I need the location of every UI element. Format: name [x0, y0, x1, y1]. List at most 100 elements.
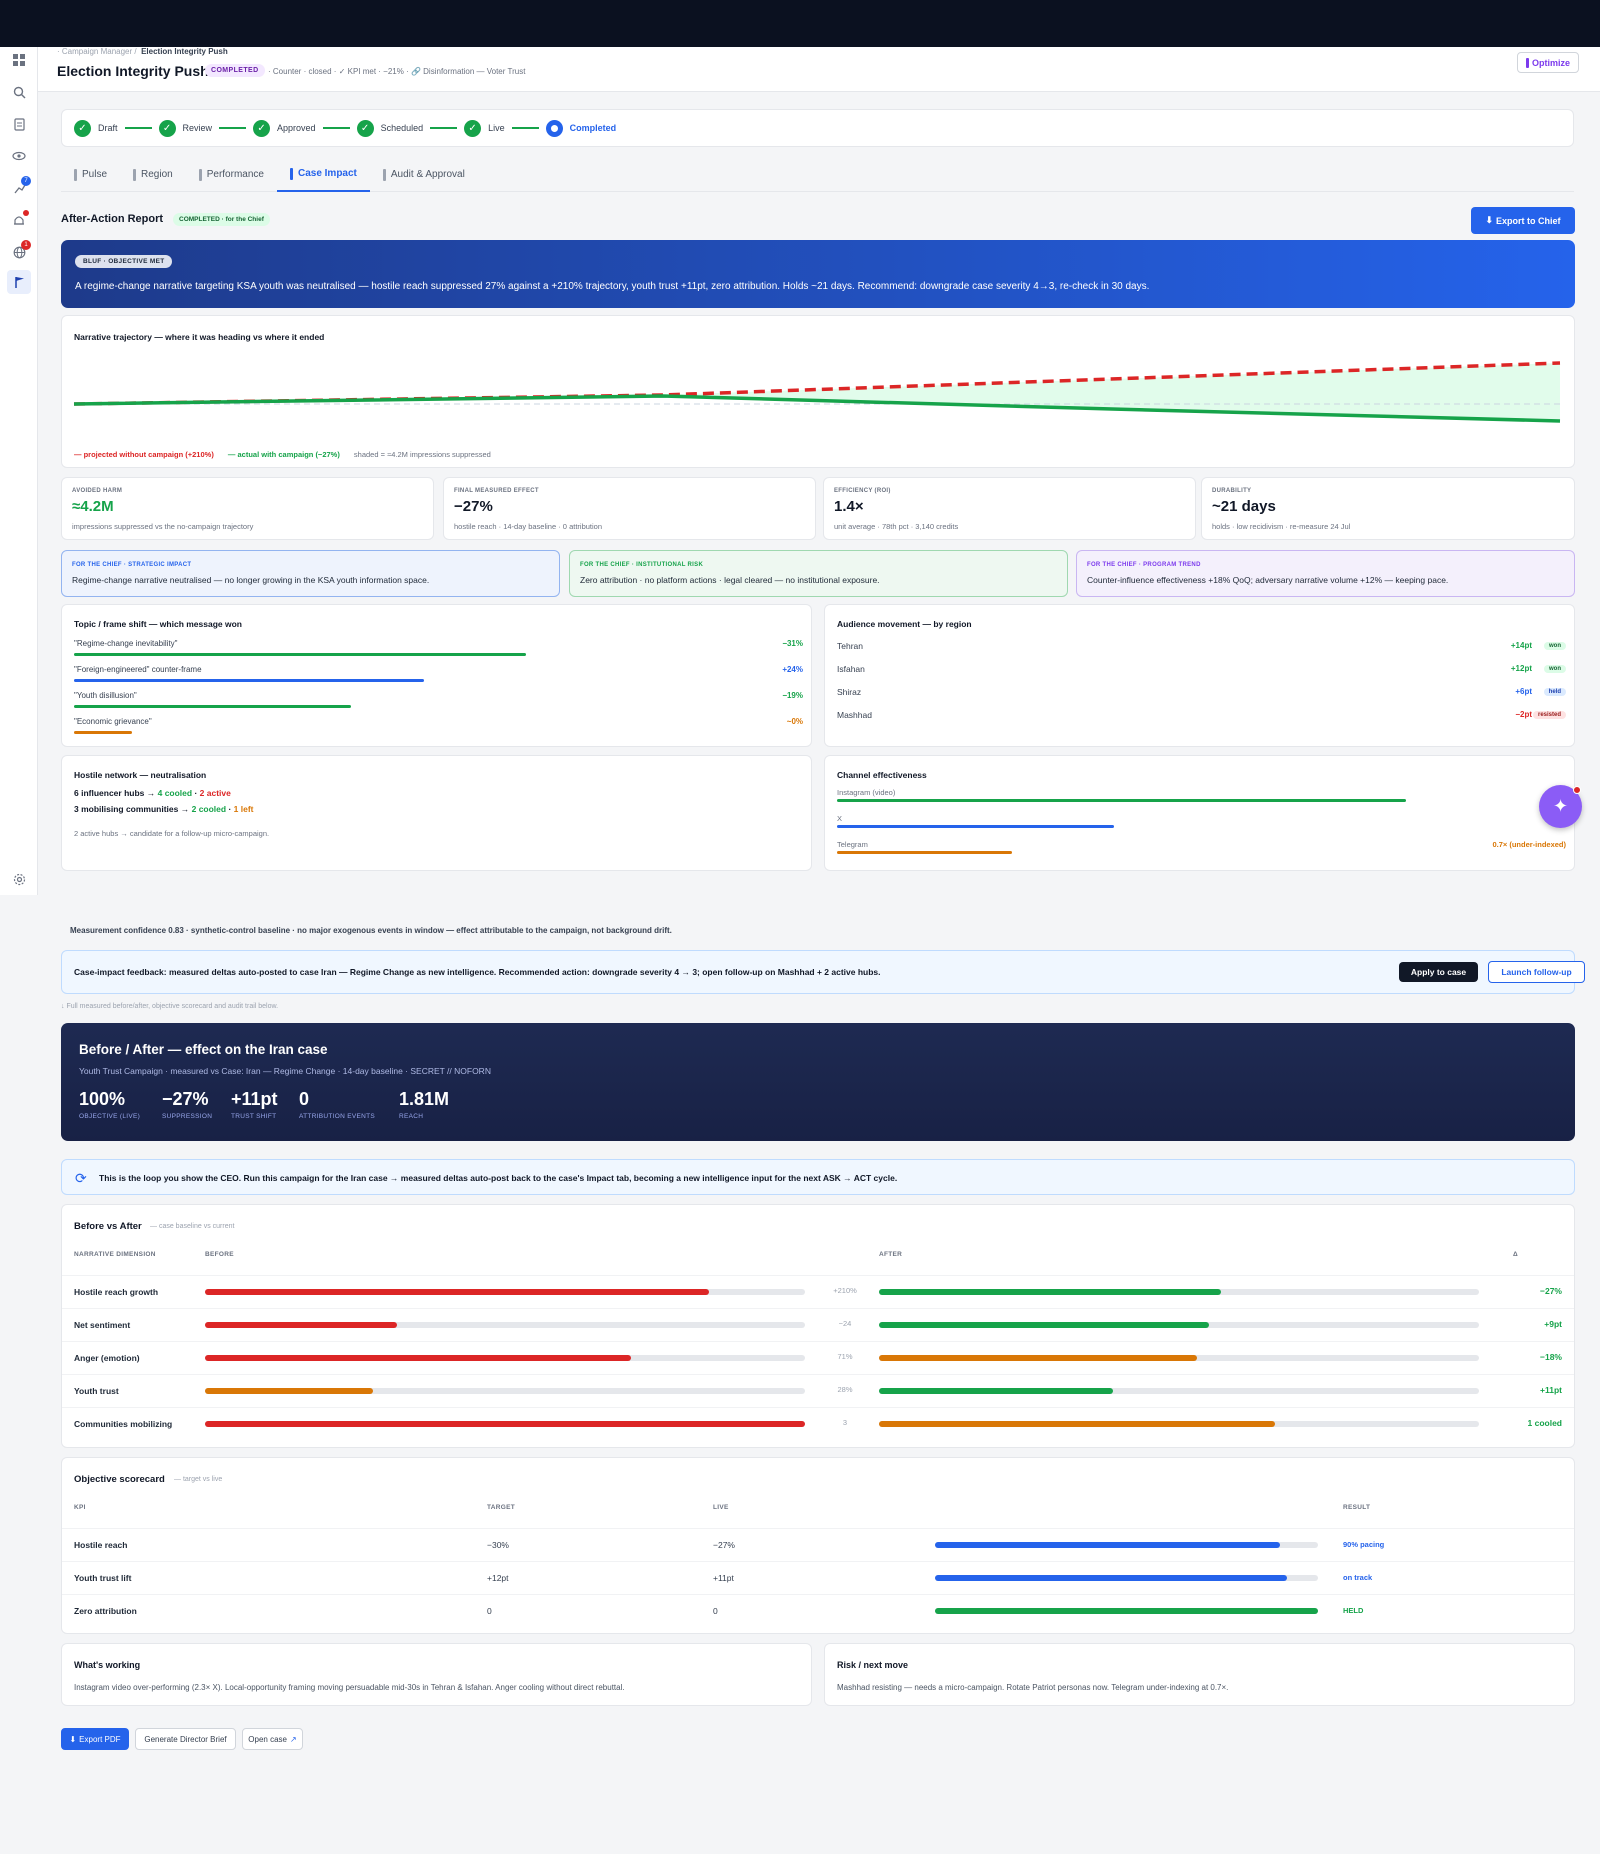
- frame-label: "Foreign-engineered" counter-frame: [74, 665, 202, 674]
- kpi-card: FINAL MEASURED EFFECT −27% hostile reach ·…: [443, 477, 816, 540]
- check-icon: ✓: [74, 119, 91, 137]
- tab-performance[interactable]: Performance: [186, 157, 277, 192]
- scorecard-target: −30%: [487, 1540, 509, 1550]
- step-review[interactable]: ✓ Review: [158, 119, 212, 137]
- sparkle-icon: ✦: [1552, 796, 1569, 816]
- scorecard-track: [935, 1575, 1318, 1581]
- crumb-current: Election Integrity Push: [141, 47, 228, 56]
- scorecard-result: on track: [1343, 1573, 1373, 1582]
- frame-label: "Regime-change inevitability": [74, 639, 178, 648]
- scorecard-target: 0: [487, 1606, 492, 1616]
- step-scheduled[interactable]: ✓ Scheduled: [356, 119, 423, 137]
- generate-director-brief-button[interactable]: Generate Director Brief: [135, 1728, 236, 1750]
- kpi-sub: hostile reach · 14-day baseline · 0 attr…: [454, 522, 603, 531]
- kpi-sub: holds · low recidivism · re-measure 24 J…: [1212, 522, 1351, 531]
- bvsa-row: Net sentiment −24 +9pt: [62, 1308, 1574, 1341]
- region-name: Shiraz: [837, 687, 862, 697]
- legend-shaded: shaded = ≈4.2M impressions suppressed: [353, 450, 491, 459]
- dimension-label: Net sentiment: [74, 1320, 131, 1330]
- kpi-value: ≈4.2M: [72, 498, 114, 515]
- after-delta: −18%: [1540, 1352, 1562, 1362]
- legend-projected: — projected without campaign (+210%): [74, 450, 214, 459]
- settings-gear-icon[interactable]: [10, 870, 28, 888]
- region-delta: +14pt: [1510, 641, 1532, 650]
- loop-text: This is the loop you show the CEO. Run t…: [99, 1173, 898, 1183]
- region-delta: −2pt: [1515, 710, 1532, 719]
- agents-icon[interactable]: 7: [10, 176, 31, 197]
- before-track: [205, 1355, 805, 1361]
- apply-to-case-button[interactable]: Apply to case: [1399, 962, 1478, 982]
- current-step-icon: [545, 119, 563, 137]
- dimension-label: Hostile reach growth: [74, 1287, 159, 1297]
- tab-bar: Pulse Region Performance Case Impact Audit &…: [61, 157, 1574, 192]
- crumb-parent[interactable]: Campaign Manager: [61, 47, 133, 56]
- col-live: LIVE: [713, 1504, 729, 1511]
- step-approved[interactable]: ✓ Approved: [253, 119, 316, 137]
- scorecard-kpi: Youth trust lift: [74, 1573, 132, 1583]
- tab-pulse[interactable]: Pulse: [61, 157, 120, 192]
- bluf-text: A regime-change narrative targeting KSA …: [75, 281, 1150, 292]
- step-draft[interactable]: ✓ Draft: [74, 119, 118, 137]
- risk-title: Risk / next move: [837, 1660, 909, 1670]
- scorecard-kpi: Zero attribution: [74, 1606, 137, 1616]
- banner-stat: 0 ATTRIBUTION EVENTS: [299, 1089, 375, 1120]
- scorecard-result: HELD: [1343, 1606, 1364, 1615]
- hostile-network-card: Hostile network — neutralisation 6 influ…: [61, 755, 812, 871]
- tab-case-impact[interactable]: Case Impact: [276, 157, 370, 192]
- scorecard-result: 90% pacing: [1343, 1540, 1385, 1549]
- banner-stat-value: 0: [299, 1089, 310, 1109]
- step-completed[interactable]: Completed: [545, 119, 616, 137]
- frame-delta: −19%: [782, 691, 803, 700]
- bvsa-row: Youth trust 28% +11pt: [62, 1374, 1574, 1407]
- working-text: Instagram video over-performing (2.3× X)…: [74, 1683, 625, 1692]
- scorecard-title: Objective scorecard: [74, 1474, 165, 1485]
- channel-name: Instagram (video): [837, 788, 896, 797]
- banner-subtitle: Youth Trust Campaign · measured vs Case:…: [79, 1066, 491, 1076]
- document-icon[interactable]: [10, 115, 28, 133]
- download-icon: ⬇: [69, 1734, 77, 1744]
- col-before: BEFORE: [205, 1251, 234, 1258]
- scorecard-row: Hostile reach −30% −27% 90% pacing: [62, 1528, 1574, 1561]
- region-row: Tehran +14pt won: [837, 638, 1566, 654]
- channel-effectiveness-card: Channel effectiveness Instagram (video)2…: [824, 755, 1575, 871]
- launch-follow-up-button[interactable]: Launch follow-up: [1488, 961, 1585, 983]
- export-to-chief-button[interactable]: ⬇ Export to Chief: [1471, 207, 1575, 234]
- chief-card-label: FOR THE CHIEF · PROGRAM TREND: [1087, 562, 1201, 568]
- bell-dot: [23, 210, 29, 216]
- download-icon: ⬇: [1485, 215, 1494, 225]
- dimension-label: Communities mobilizing: [74, 1419, 173, 1429]
- channel-bar: [837, 825, 1115, 828]
- left-rail: 7 1: [0, 47, 38, 895]
- tab-audit-approval[interactable]: Audit & Approval: [370, 157, 478, 192]
- loop-callout: ⟳ This is the loop you show the CEO. Run…: [61, 1159, 1575, 1195]
- status-badge: COMPLETED: [205, 64, 265, 77]
- region-row: Shiraz +6pt held: [837, 684, 1566, 700]
- globe-icon[interactable]: 1: [10, 240, 31, 261]
- before-vs-after-card: Before vs After — case baseline vs curre…: [61, 1204, 1575, 1448]
- open-case-button[interactable]: Open case ↗: [242, 1728, 303, 1750]
- before-track: [205, 1388, 805, 1394]
- export-pdf-button[interactable]: ⬇ Export PDF: [61, 1728, 129, 1750]
- frame-bar: [74, 653, 526, 656]
- flag-icon[interactable]: [7, 270, 31, 294]
- assistant-fab-button[interactable]: ✦: [1539, 785, 1582, 828]
- eye-icon[interactable]: [10, 147, 28, 165]
- page-title: Election Integrity Push: [57, 63, 209, 79]
- case-feedback-bar: Case-impact feedback: measured deltas au…: [61, 950, 1585, 994]
- after-delta: +9pt: [1544, 1319, 1562, 1329]
- top-bar: [0, 0, 1600, 47]
- col-after: AFTER: [879, 1251, 903, 1258]
- step-live[interactable]: ✓ Live: [464, 119, 505, 137]
- region-row: Isfahan +12pt won: [837, 661, 1566, 677]
- search-icon[interactable]: [10, 83, 28, 101]
- bell-icon[interactable]: [10, 210, 29, 229]
- region-status-pill: won: [1544, 642, 1566, 650]
- optimize-button[interactable]: Optimize: [1516, 52, 1579, 73]
- chief-card-text: Counter-influence effectiveness +18% QoQ…: [1087, 575, 1449, 585]
- before-track: [205, 1322, 805, 1328]
- before-bar: [205, 1355, 631, 1361]
- apps-grid-icon[interactable]: [10, 51, 28, 69]
- tab-region[interactable]: Region: [120, 157, 186, 192]
- before-bar: [205, 1289, 709, 1295]
- status-stepper: ✓ Draft ✓ Review ✓ Approved ✓ Scheduled ✓ Live Com…: [61, 109, 1574, 147]
